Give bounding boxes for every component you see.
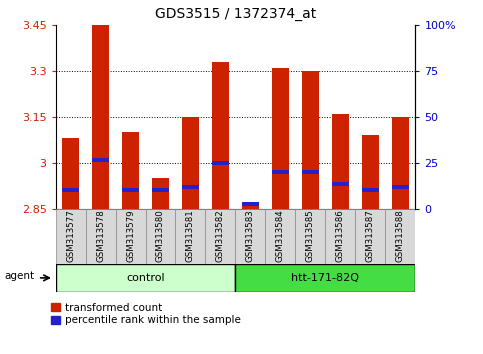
Bar — [296, 209, 326, 264]
Bar — [182, 117, 199, 209]
Bar — [92, 158, 109, 162]
Bar — [236, 264, 415, 292]
Bar — [212, 62, 229, 209]
Bar — [205, 209, 236, 264]
Bar — [152, 178, 169, 209]
Text: GSM313580: GSM313580 — [156, 209, 165, 262]
Text: GSM313578: GSM313578 — [96, 209, 105, 262]
Text: GSM313582: GSM313582 — [216, 209, 225, 262]
Text: control: control — [126, 273, 165, 283]
Bar — [145, 209, 175, 264]
Bar — [362, 188, 379, 193]
Bar — [385, 209, 415, 264]
Bar — [242, 202, 259, 206]
Bar — [355, 209, 385, 264]
Bar — [362, 135, 379, 209]
Bar — [242, 203, 259, 209]
Bar — [302, 71, 319, 209]
Bar — [175, 209, 205, 264]
Bar — [332, 182, 349, 186]
Text: GSM313581: GSM313581 — [186, 209, 195, 262]
Bar — [56, 209, 85, 264]
Bar — [272, 170, 289, 174]
Text: GSM313588: GSM313588 — [396, 209, 405, 262]
Bar — [85, 209, 115, 264]
Bar — [152, 188, 169, 193]
Bar — [56, 264, 236, 292]
Bar — [266, 209, 296, 264]
Bar — [326, 209, 355, 264]
Text: htt-171-82Q: htt-171-82Q — [291, 273, 359, 283]
Bar — [62, 188, 79, 193]
Bar — [392, 185, 409, 189]
Text: GSM313577: GSM313577 — [66, 209, 75, 262]
Text: agent: agent — [4, 272, 35, 281]
Text: GSM313585: GSM313585 — [306, 209, 315, 262]
Text: GSM313579: GSM313579 — [126, 209, 135, 262]
Bar — [62, 138, 79, 209]
Bar — [92, 25, 109, 209]
Text: GSM313584: GSM313584 — [276, 209, 285, 262]
Bar — [122, 188, 139, 193]
Bar — [392, 117, 409, 209]
Bar — [332, 114, 349, 209]
Bar — [212, 161, 229, 165]
Title: GDS3515 / 1372374_at: GDS3515 / 1372374_at — [155, 7, 316, 21]
Bar — [182, 185, 199, 189]
Legend: transformed count, percentile rank within the sample: transformed count, percentile rank withi… — [51, 303, 241, 325]
Bar — [236, 209, 266, 264]
Text: GSM313587: GSM313587 — [366, 209, 375, 262]
Text: GSM313586: GSM313586 — [336, 209, 345, 262]
Bar — [302, 170, 319, 174]
Text: GSM313583: GSM313583 — [246, 209, 255, 262]
Bar — [272, 68, 289, 209]
Bar — [122, 132, 139, 209]
Bar — [115, 209, 145, 264]
